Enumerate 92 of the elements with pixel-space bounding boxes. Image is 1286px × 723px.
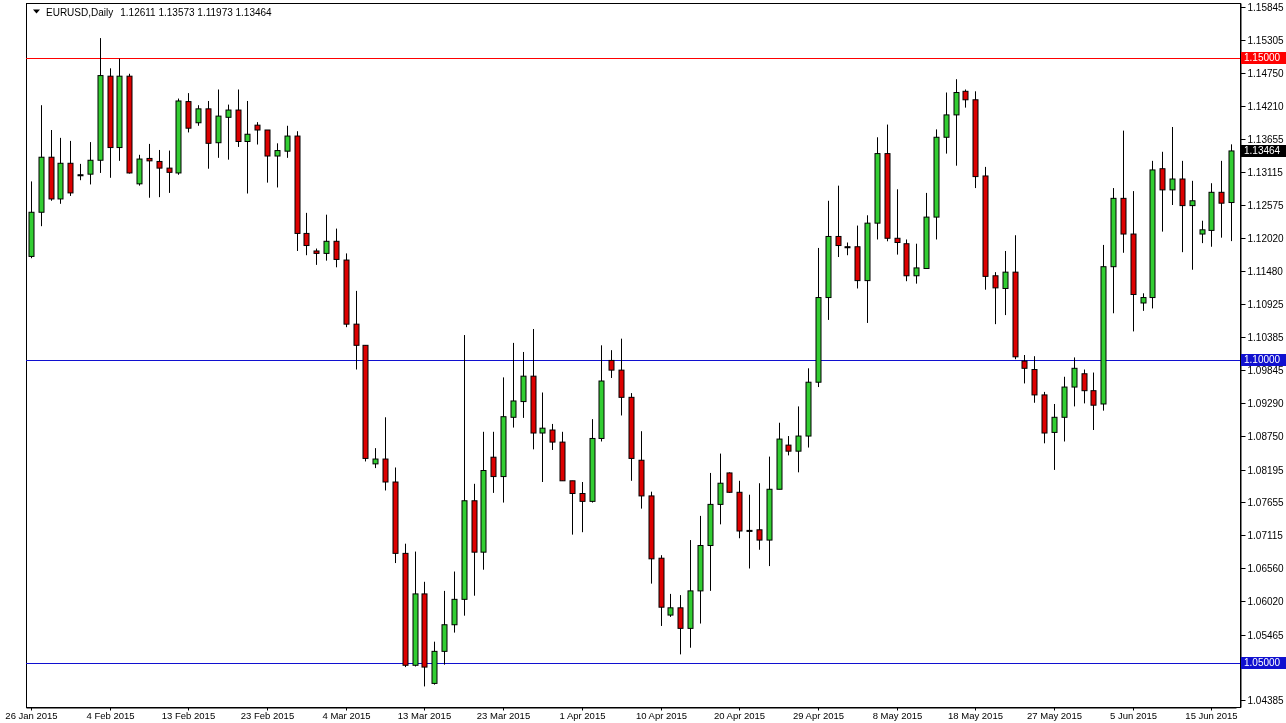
y-tick-label: 1.06020 [1247,595,1285,607]
candlestick [303,212,310,256]
chart-title: EURUSD,Daily [46,7,114,18]
y-tick-label: 1.13655 [1247,133,1285,145]
y-tick-label: 1.10925 [1247,298,1285,310]
candlestick [717,453,724,525]
candlestick [323,214,330,262]
y-tick-label: 1.07655 [1247,496,1285,508]
x-tick-label: 4 Mar 2015 [322,710,371,722]
candlestick [677,594,684,655]
y-tick-label: 1.11480 [1247,265,1284,277]
y-tick-label: 1.08195 [1247,464,1285,476]
candlestick [795,405,802,473]
candlestick [539,392,546,483]
y-tick-label: 1.15845 [1247,1,1285,13]
candlestick [894,188,901,256]
ref-line-label: 1.10000 [1241,354,1286,366]
candlestick [195,104,202,127]
candlestick [1021,354,1028,384]
candlestick [608,349,615,379]
x-tick-label: 13 Feb 2015 [161,710,216,722]
candlestick [382,416,389,491]
candlestick [510,342,517,429]
x-tick-label: 23 Feb 2015 [240,710,295,722]
candlestick [756,482,763,551]
candlestick [943,92,950,155]
x-tick-label: 5 Jun 2015 [1109,710,1158,722]
x-tick-label: 23 Mar 2015 [476,710,531,722]
x-tick-label: 1 Apr 2015 [559,710,606,722]
candlestick [333,228,340,268]
candlestick [569,480,576,536]
candlestick [992,271,999,325]
y-tick-label: 1.06560 [1247,562,1285,574]
candlestick [746,494,753,569]
y-tick-label: 1.12020 [1247,232,1285,244]
candlestick [1002,250,1009,316]
candlestick [953,78,960,167]
x-tick-label: 20 Apr 2015 [713,710,766,722]
ref-line-label: 1.05000 [1241,657,1286,669]
candlestick [726,471,733,494]
candlestick [1189,180,1196,271]
x-tick-label: 27 May 2015 [1027,710,1082,722]
candlestick [166,150,173,194]
candlestick [1218,160,1225,239]
y-tick-label: 1.09290 [1247,397,1285,409]
candlestick [1199,220,1206,244]
text: 1.13464 [1241,145,1286,157]
candlestick [87,141,94,185]
candlestick [835,185,842,258]
x-tick-label: 10 Apr 2015 [635,710,688,722]
y-tick-label: 1.07115 [1247,529,1284,541]
x-tick-label: 13 Mar 2015 [397,710,452,722]
candlestick [254,121,261,146]
ref-line-label: 1.15000 [1241,52,1286,64]
candlestick [1169,126,1176,206]
candlestick [579,481,586,533]
y-tick-label: 1.05465 [1247,629,1285,641]
candlestick [225,104,232,161]
candlestick [1081,369,1088,404]
y-tick-label: 1.13115 [1247,166,1284,178]
y-tick-label: 1.14210 [1247,100,1285,112]
x-tick-label: 4 Feb 2015 [86,710,135,722]
candlestick [284,125,291,159]
x-tick-label: 18 May 2015 [948,710,1003,722]
candlestick [146,143,153,199]
candlestick [353,290,360,371]
candlestick [667,593,674,618]
chart-subtitle: 1.12611 1.13573 1.11973 1.13464 [120,7,273,18]
y-tick-label: 1.08750 [1247,430,1285,442]
candlestick [244,100,251,195]
candlestick [962,88,969,109]
candlestick [372,447,379,469]
candlestick [1071,356,1078,407]
candlestick [1051,403,1058,471]
x-tick-label: 8 May 2015 [872,710,923,722]
y-tick-label: 1.14750 [1247,67,1285,79]
x-tick-label: 26 Jan 2015 [5,710,58,722]
candlestick [156,149,163,198]
candlestick [490,431,497,494]
y-tick-label: 1.15305 [1247,34,1285,46]
candlestick [913,243,920,285]
y-tick-label: 1.04385 [1247,694,1285,706]
candlestick [1159,151,1166,233]
x-tick-label: 15 Jun 2015 [1185,710,1238,722]
y-tick-label: 1.12575 [1247,199,1285,211]
candlestick [785,435,792,456]
x-tick-label: 29 Apr 2015 [792,710,845,722]
y-tick-label: 1.10385 [1247,331,1285,343]
candlestick [549,423,556,451]
candlestick [274,142,281,188]
candlestick [1090,372,1097,431]
y-tick-label: 1.09845 [1247,364,1285,376]
